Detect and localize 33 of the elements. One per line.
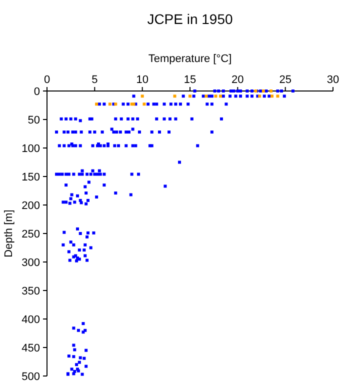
- point: [108, 102, 112, 106]
- point: [142, 102, 146, 106]
- x-tick-label: 15: [184, 74, 196, 86]
- y-tick-label: 0: [34, 86, 40, 98]
- y-tick-label: 250: [22, 228, 40, 240]
- y-tick-label: 300: [22, 256, 40, 269]
- y-tick-label: 200: [22, 200, 40, 212]
- x-axis-title: Temperature [°C]: [148, 53, 232, 65]
- point: [270, 94, 274, 98]
- y-tick-label: 100: [22, 142, 40, 155]
- y-tick-label: 500: [22, 370, 40, 383]
- point: [95, 102, 98, 106]
- y-axis-title: Depth [m]: [3, 210, 15, 258]
- x-tick-label: 0: [44, 74, 50, 86]
- point: [204, 94, 208, 98]
- x-tick-label: 10: [136, 74, 148, 86]
- point: [219, 94, 222, 98]
- x-tick-label: 30: [326, 74, 340, 86]
- point: [276, 94, 280, 98]
- y-tick-label: 450: [22, 342, 40, 354]
- point: [262, 90, 265, 92]
- x-tick-label: 5: [92, 74, 98, 86]
- x-tick-label: 25: [279, 74, 292, 86]
- point: [173, 94, 176, 98]
- y-tick-label: 50: [28, 114, 40, 126]
- point: [140, 94, 144, 98]
- x-tick-label: 20: [232, 74, 244, 86]
- chart-title: JCPE in 1950: [147, 11, 234, 27]
- y-tick-label: 400: [22, 314, 40, 326]
- point: [188, 94, 192, 98]
- y-tick-label: 350: [22, 285, 40, 298]
- point: [214, 94, 218, 98]
- y-tick-label: 150: [22, 171, 40, 184]
